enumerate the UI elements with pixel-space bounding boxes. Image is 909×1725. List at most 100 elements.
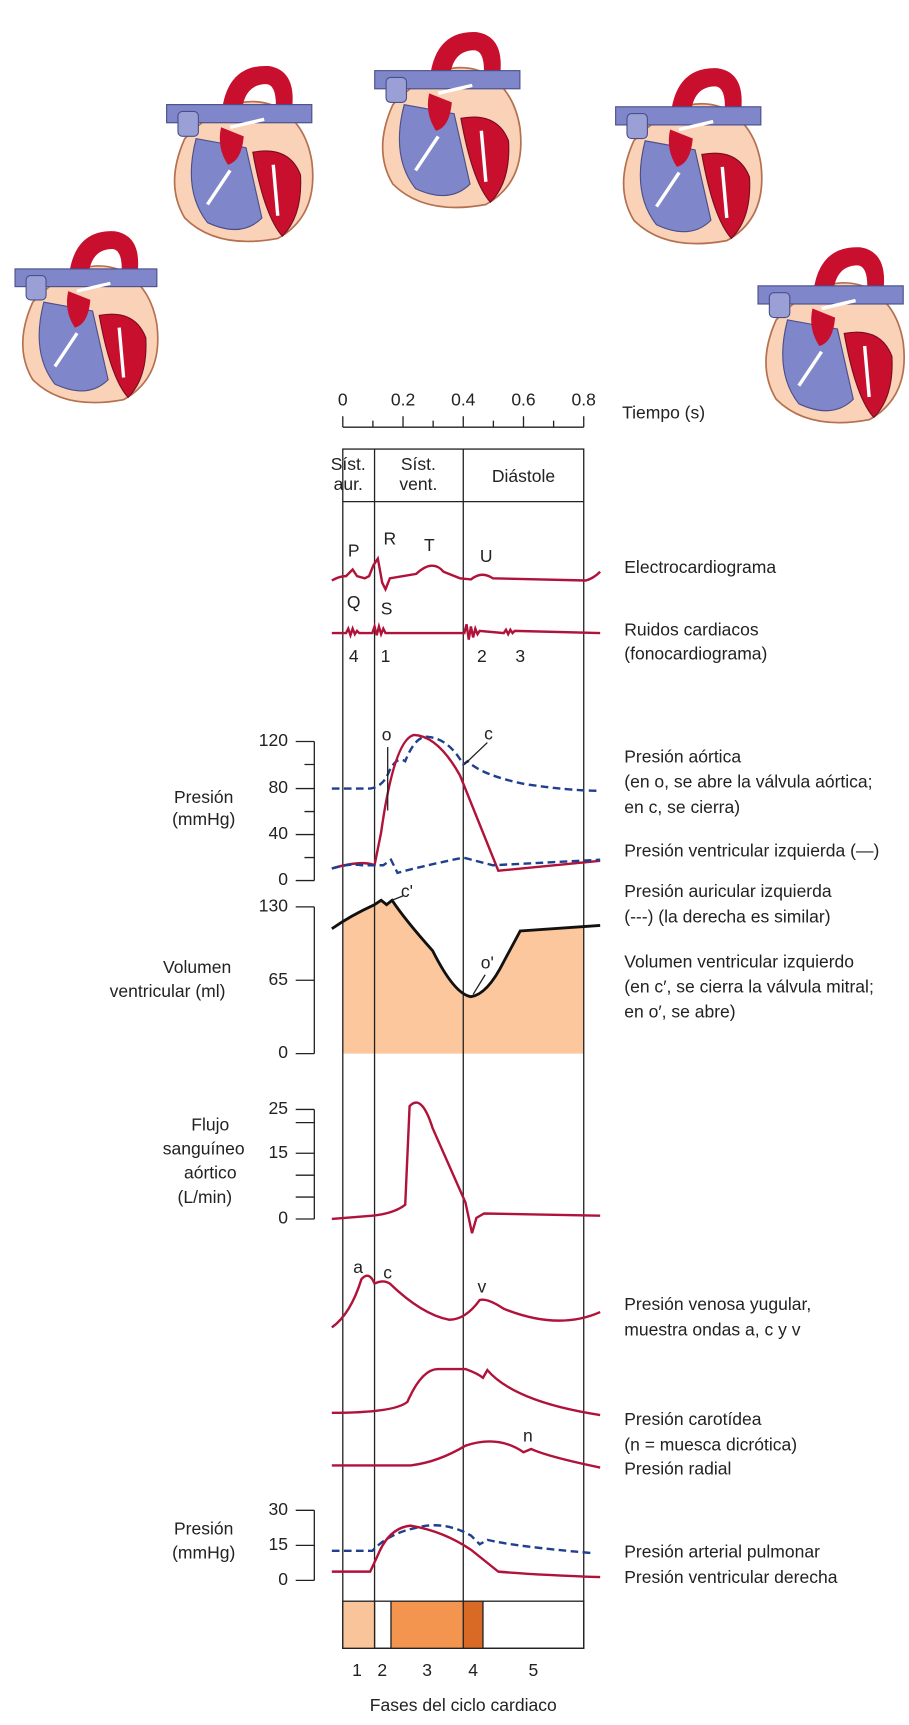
phase-header: Síst. — [401, 454, 436, 474]
curve-label: Presión arterial pulmonar — [624, 1542, 820, 1562]
heart-illustration — [613, 66, 764, 246]
y-tick-label: 30 — [269, 1499, 289, 1519]
phase-header: aur. — [334, 474, 363, 494]
sound-label: Ruidos cardiacos — [624, 619, 759, 639]
right-pressure-axis — [295, 1509, 315, 1582]
phase-header: Diástole — [492, 466, 555, 486]
y-tick-label: 15 — [269, 1534, 288, 1554]
phase-header: Síst. — [331, 454, 366, 474]
pulmonary-pressure — [331, 1524, 592, 1555]
axis-label: aórtico — [184, 1163, 237, 1183]
curve-marker: o' — [481, 952, 494, 972]
heart-illustration — [13, 229, 160, 405]
y-tick-label: 0 — [278, 1042, 288, 1062]
ecg-wave: R — [384, 529, 397, 549]
volume-curve — [331, 898, 601, 999]
y-tick-label: 65 — [269, 969, 288, 989]
left-ventricular-pressure — [331, 733, 601, 872]
axis-label: ventricular (ml) — [110, 981, 226, 1001]
volume-axis — [295, 906, 315, 1055]
sound-number: 1 — [381, 646, 391, 666]
phonocardiogram — [331, 621, 601, 640]
sound-number: 3 — [515, 646, 525, 666]
time-axis: 0 0.2 0.4 0.6 0.8 Tiempo (s) — [338, 390, 705, 428]
axis-label: Flujo — [191, 1115, 229, 1135]
aortic-pressure — [331, 735, 601, 792]
y-tick-label: 120 — [259, 730, 288, 750]
axis-label: (mmHg) — [172, 1543, 235, 1563]
curve-label: Presión carotídea — [624, 1409, 762, 1429]
jugular-pressure — [331, 1274, 601, 1329]
phase-number: 4 — [468, 1660, 478, 1680]
heart-illustration — [756, 245, 906, 425]
phase-number: 1 — [352, 1660, 362, 1680]
time-label: Tiempo (s) — [622, 403, 705, 423]
carotid-pressure — [331, 1367, 601, 1417]
curve-label: Presión radial — [624, 1458, 731, 1478]
sound-label: (fonocardiograma) — [624, 644, 767, 664]
curve-marker: c — [484, 724, 493, 744]
time-tick: 0.2 — [391, 390, 415, 410]
y-tick-label: 130 — [259, 895, 288, 915]
time-tick: 0.4 — [451, 390, 476, 410]
y-tick-label: 0 — [278, 1569, 288, 1589]
curve-marker: c' — [401, 881, 413, 901]
sound-number: 4 — [349, 646, 359, 666]
pressure-axis — [295, 740, 315, 882]
curve-label: muestra ondas a, c y v — [624, 1319, 800, 1339]
ecg-wave: T — [424, 535, 435, 555]
curve-label: Presión auricular izquierda — [624, 881, 832, 901]
curve-marker: n — [523, 1426, 533, 1446]
phase-bar — [342, 1600, 585, 1649]
curve-label: en o′, se abre) — [624, 1002, 735, 1022]
right-ventricular-pressure — [331, 1524, 601, 1579]
ecg-wave: Q — [347, 592, 361, 612]
heart-illustration — [164, 64, 315, 244]
time-tick: 0 — [338, 390, 348, 410]
curve-label: Presión ventricular derecha — [624, 1567, 837, 1587]
curve-label: (en o, se abre la válvula aórtica; — [624, 772, 872, 792]
phase-number: 5 — [528, 1660, 538, 1680]
y-tick-label: 0 — [278, 1208, 288, 1228]
curve-label: en c, se cierra) — [624, 797, 740, 817]
curve-label: Presión aórtica — [624, 747, 741, 767]
axis-label: Volumen — [163, 957, 231, 977]
aortic-flow — [331, 1101, 601, 1234]
sound-number: 2 — [477, 646, 487, 666]
flow-axis — [295, 1108, 315, 1220]
ecg-wave: S — [381, 599, 393, 619]
y-tick-label: 40 — [269, 823, 289, 843]
phase-number: 3 — [422, 1660, 432, 1680]
axis-label: Presión — [174, 787, 233, 807]
curve-label: Presión ventricular izquierda (—) — [624, 841, 879, 861]
y-tick-label: 80 — [269, 777, 289, 797]
ecg-trace — [331, 555, 602, 593]
y-tick-label: 15 — [269, 1142, 288, 1162]
curve-label: Volumen ventricular izquierdo — [624, 951, 854, 971]
curve-label: (en c′, se cierra la válvula mitral; — [624, 977, 874, 997]
phase-number: 2 — [377, 1660, 387, 1680]
ecg-wave: U — [480, 546, 493, 566]
curve-marker: c — [383, 1262, 392, 1282]
curve-label: (---) (la derecha es similar) — [624, 906, 830, 926]
heart-illustration — [372, 30, 523, 210]
left-atrial-pressure — [331, 856, 601, 875]
time-tick: 0.6 — [511, 390, 535, 410]
curve-marker: a — [353, 1257, 363, 1277]
y-tick-label: 25 — [269, 1098, 288, 1118]
curve-label: (n = muesca dicrótica) — [624, 1434, 797, 1454]
phase-header: vent. — [399, 474, 437, 494]
axis-label: Presión — [174, 1519, 233, 1539]
ecg-wave: P — [348, 541, 360, 561]
curve-label: Presión venosa yugular, — [624, 1294, 811, 1314]
curve-marker: o — [382, 725, 392, 745]
time-tick: 0.8 — [572, 390, 596, 410]
radial-pressure — [331, 1440, 601, 1469]
curve-marker: v — [477, 1277, 486, 1297]
ecg-label: Electrocardiograma — [624, 557, 776, 577]
axis-label: (mmHg) — [172, 809, 235, 829]
y-tick-label: 0 — [278, 869, 288, 889]
phase-caption: Fases del ciclo cardiaco — [370, 1695, 557, 1715]
volume-area — [342, 900, 584, 1054]
